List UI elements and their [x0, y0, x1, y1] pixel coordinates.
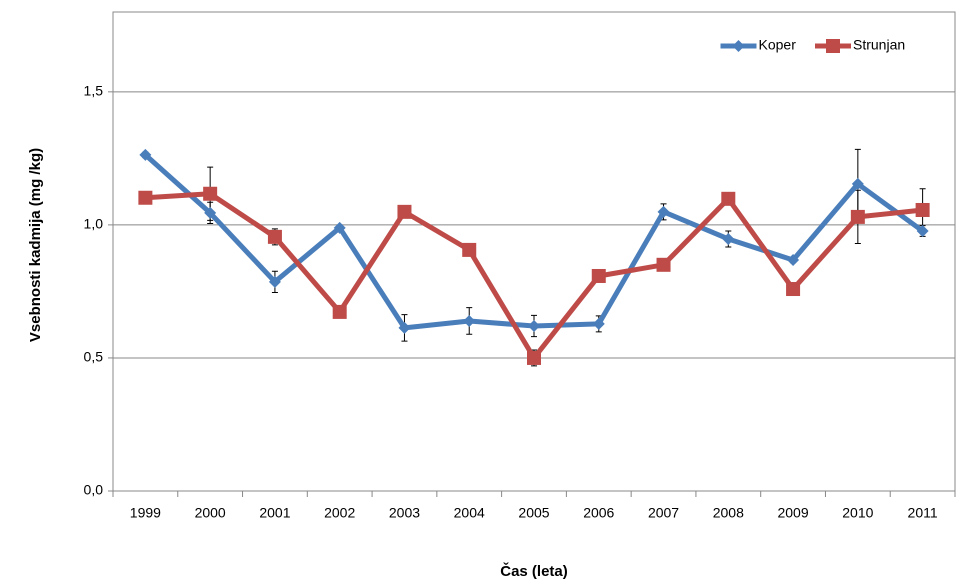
- marker: [204, 206, 217, 219]
- x-tick-label: 2008: [713, 505, 744, 521]
- y-tick-label: 1,5: [84, 83, 104, 99]
- marker: [398, 321, 411, 334]
- marker: [721, 191, 736, 206]
- series-line: [143, 153, 925, 331]
- x-axis-title: Čas (leta): [500, 562, 568, 580]
- marker: [916, 225, 929, 238]
- marker: [592, 317, 605, 330]
- x-tick-label: 2007: [648, 505, 679, 521]
- marker: [333, 221, 346, 234]
- y-tick-label: 1,0: [84, 216, 104, 232]
- x-tick-label: 2004: [454, 505, 485, 521]
- marker: [786, 282, 801, 297]
- marker: [138, 190, 153, 205]
- marker: [528, 320, 540, 333]
- marker: [527, 350, 541, 365]
- marker: [462, 242, 477, 257]
- marker: [397, 204, 412, 219]
- marker: [591, 268, 606, 283]
- x-tick-label: 2005: [518, 505, 549, 521]
- y-axis-title: Vsebnosti kadmija (mg /kg): [27, 148, 44, 342]
- marker: [787, 254, 800, 267]
- x-tick-label: 1999: [130, 505, 161, 521]
- marker: [657, 205, 670, 218]
- marker: [268, 275, 281, 288]
- marker: [139, 148, 152, 161]
- x-tick-label: 2001: [259, 505, 290, 521]
- x-tick-label: 2002: [324, 505, 355, 521]
- marker: [850, 209, 865, 224]
- legend-label: Koper: [759, 37, 797, 53]
- marker: [851, 177, 864, 190]
- marker: [203, 186, 218, 201]
- marker: [722, 232, 735, 245]
- x-tick-label: 2003: [389, 505, 420, 521]
- marker: [915, 202, 930, 217]
- x-tick-label: 2011: [908, 505, 938, 521]
- legend-label: Strunjan: [853, 37, 905, 53]
- x-tick-label: 2000: [195, 505, 226, 521]
- x-tick-label: 2010: [842, 505, 873, 521]
- x-tick-label: 2009: [777, 505, 808, 521]
- marker: [332, 304, 347, 319]
- marker: [463, 314, 476, 327]
- y-tick-label: 0,5: [84, 349, 104, 365]
- legend-marker: [732, 40, 745, 52]
- y-tick-label: 0,0: [84, 482, 104, 498]
- legend-marker: [826, 39, 840, 53]
- x-tick-label: 2006: [583, 505, 614, 521]
- marker: [656, 257, 671, 272]
- marker: [267, 229, 282, 244]
